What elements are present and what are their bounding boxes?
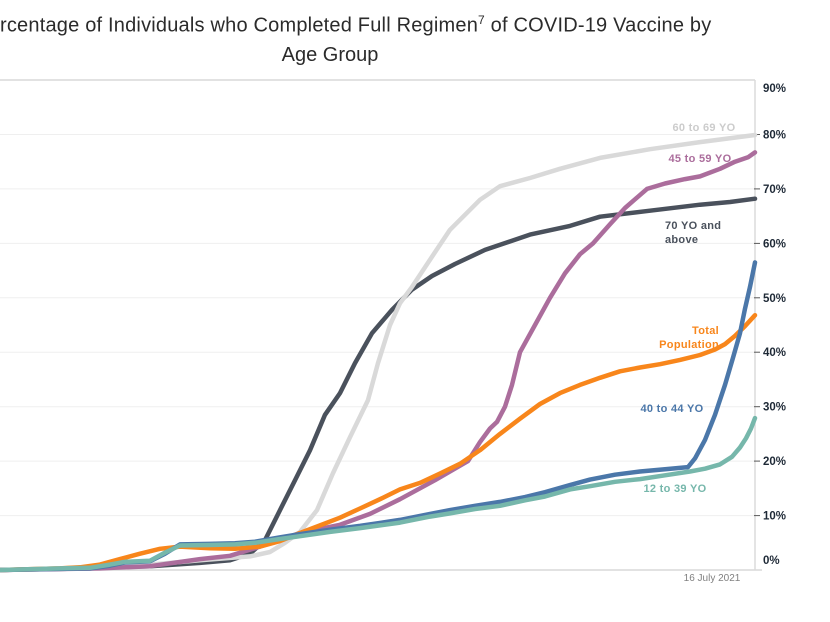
y-tick-label-60pct: 60%: [763, 238, 786, 250]
y-tick-label-50pct: 50%: [763, 293, 786, 305]
y-tick-label-90pct: 90%: [763, 83, 786, 95]
series-label-70-yo-and-above-line2: above: [665, 234, 698, 246]
y-tick-label-70pct: 70%: [763, 184, 786, 196]
y-tick-label-10pct: 10%: [763, 511, 786, 523]
series-line-70-yo-and-above: [0, 196, 758, 573]
chart-title: rcentage of Individuals who Completed Fu…: [0, 13, 830, 73]
chart-title-line1-prefix: rcentage of Individuals who Completed Fu…: [0, 14, 479, 37]
y-tick-label-20pct: 20%: [763, 456, 786, 468]
chart-title-line1-suffix: of COVID-19 Vaccine by: [484, 14, 712, 37]
chart-title-line2: Age Group: [281, 44, 379, 66]
series-label-total-population-line1: Total: [692, 325, 719, 337]
series-label-45-to-59-yo: 45 to 59 YO: [668, 153, 731, 165]
x-axis-date-label: 16 July 2021: [684, 573, 741, 584]
series-line-total-population: [0, 312, 758, 573]
series-label-40-to-44-yo: 40 to 44 YO: [640, 403, 703, 415]
y-tick-label-80pct: 80%: [763, 130, 786, 142]
series-label-total-population-line2: Population: [659, 339, 719, 351]
series-label-70-yo-and-above-line1: 70 YO and: [665, 220, 721, 232]
y-tick-label-30pct: 30%: [763, 402, 786, 414]
y-tick-label-0pct: 0%: [763, 555, 780, 567]
series-label-12-to-39-yo: 12 to 39 YO: [643, 483, 706, 495]
chart-title-line1: rcentage of Individuals who Completed Fu…: [0, 13, 711, 38]
series-label-60-to-69-yo: 60 to 69 YO: [672, 122, 735, 134]
series-line-12-to-39-yo: [0, 415, 758, 573]
y-tick-label-40pct: 40%: [763, 347, 786, 359]
chart-title-superscript: 7: [478, 13, 485, 27]
